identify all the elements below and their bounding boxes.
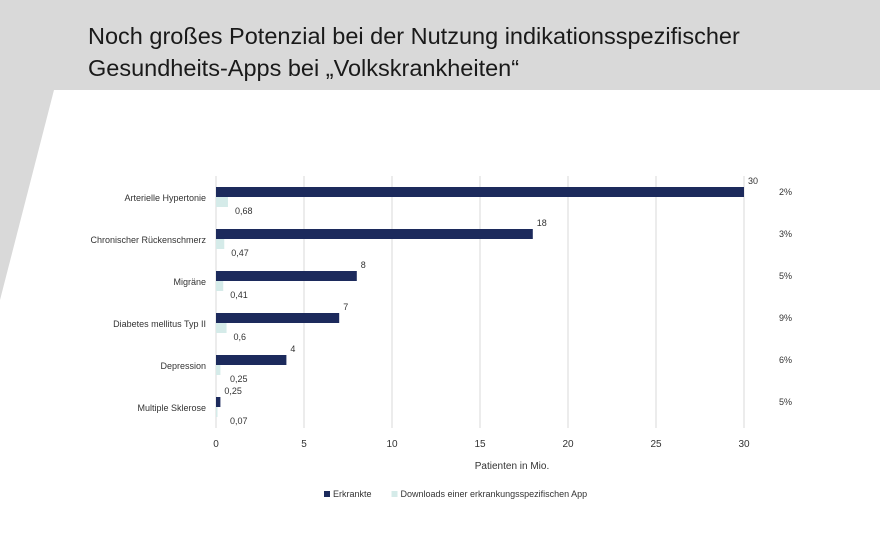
x-tick-label: 0 (213, 439, 219, 450)
value-label-erkrankte: 30 (748, 176, 758, 186)
x-tick-label: 10 (386, 439, 398, 450)
legend-swatch (324, 491, 330, 497)
category-label: Depression (160, 361, 206, 371)
bar-erkrankte (216, 271, 357, 281)
x-tick-label: 15 (474, 439, 486, 450)
bar-downloads (216, 323, 227, 333)
bar-downloads (216, 407, 218, 417)
category-labels: Arterielle Hypertonie Chronischer Rückens… (90, 193, 206, 413)
bar-erkrankte (216, 313, 340, 323)
value-label-erkrankte: 8 (361, 260, 366, 270)
x-tick-label: 5 (301, 439, 307, 450)
legend-swatch (391, 491, 398, 497)
category-label: Arterielle Hypertonie (124, 193, 206, 203)
bar-downloads (216, 365, 221, 375)
value-label-downloads: 0,25 (230, 374, 248, 384)
x-tick-label: 25 (650, 439, 662, 450)
bar-erkrankte (216, 355, 287, 365)
legend-label: Erkrankte (333, 489, 372, 499)
category-label: Migräne (173, 277, 206, 287)
value-label-downloads: 0,6 (234, 332, 247, 342)
share-label: 3% (779, 229, 792, 239)
share-label: 5% (779, 271, 792, 281)
slide-title-line-1: Noch großes Potenzial bei der Nutzung in… (88, 23, 740, 49)
value-label-downloads: 0,47 (231, 248, 249, 258)
legend-label: Downloads einer erkrankungsspezifischen … (401, 489, 588, 499)
value-label-downloads: 0,07 (230, 416, 248, 426)
bar-erkrankte (216, 187, 744, 197)
share-label: 6% (779, 355, 792, 365)
value-label-downloads: 0,68 (235, 206, 253, 216)
category-label: Multiple Sklerose (137, 403, 206, 413)
header-band (0, 0, 880, 300)
share-label: 2% (779, 187, 792, 197)
value-label-downloads: 0,41 (230, 290, 248, 300)
slide-title-line-2: Gesundheits-Apps bei „Volkskrankheiten“ (88, 55, 520, 81)
category-label: Chronischer Rückenschmerz (90, 235, 206, 245)
value-label-erkrankte: 0,25 (224, 386, 242, 396)
x-tick-label: 30 (738, 439, 750, 450)
x-tick-label: 20 (562, 439, 574, 450)
share-label: 5% (779, 397, 792, 407)
value-labels: 30 0,68 18 0,47 8 0,41 7 0,6 4 0,25 0,25 0,07 (224, 176, 758, 426)
gridlines (215, 176, 745, 428)
category-label: Diabetes mellitus Typ II (113, 319, 206, 329)
bar-downloads (216, 281, 224, 291)
bar-downloads (216, 239, 225, 249)
slide-title: Noch großes Potenzial bei der Nutzung in… (88, 20, 858, 84)
x-tick-labels: 0 5 10 15 20 25 30 (213, 439, 750, 450)
value-label-erkrankte: 4 (290, 344, 295, 354)
bar-erkrankte (216, 397, 221, 407)
bar-erkrankte (216, 229, 533, 239)
value-label-erkrankte: 18 (537, 218, 547, 228)
bar-downloads (216, 197, 228, 207)
share-label: 9% (779, 313, 792, 323)
legend: Erkrankte Downloads einer erkrankungsspez… (324, 489, 587, 499)
x-axis-label: Patienten in Mio. (475, 461, 550, 472)
share-labels: 2% 3% 5% 9% 6% 5% (779, 187, 792, 407)
value-label-erkrankte: 7 (343, 302, 348, 312)
bars (216, 187, 744, 417)
